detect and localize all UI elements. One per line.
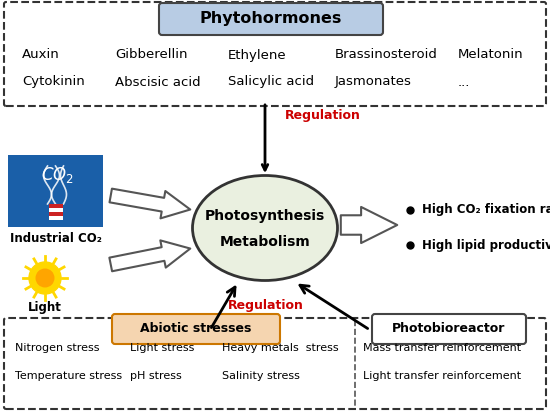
Circle shape (29, 262, 61, 294)
Text: Cytokinin: Cytokinin (22, 76, 85, 88)
Text: Abscisic acid: Abscisic acid (115, 76, 201, 88)
Text: Mass transfer reinforcement: Mass transfer reinforcement (363, 343, 521, 353)
Text: Nitrogen stress: Nitrogen stress (15, 343, 100, 353)
FancyBboxPatch shape (372, 314, 526, 344)
Text: High lipid productivity: High lipid productivity (422, 238, 550, 252)
FancyBboxPatch shape (159, 3, 383, 35)
Text: Melatonin: Melatonin (458, 48, 524, 62)
FancyBboxPatch shape (4, 318, 546, 409)
Text: pH stress: pH stress (130, 371, 182, 381)
Text: Brassinosteroid: Brassinosteroid (335, 48, 438, 62)
FancyBboxPatch shape (48, 204, 63, 208)
Text: Jasmonates: Jasmonates (335, 76, 412, 88)
Text: Light transfer reinforcement: Light transfer reinforcement (363, 371, 521, 381)
Text: Temperature stress: Temperature stress (15, 371, 122, 381)
Text: Light stress: Light stress (130, 343, 194, 353)
FancyBboxPatch shape (48, 208, 63, 212)
FancyBboxPatch shape (112, 314, 280, 344)
Text: Industrial CO₂: Industrial CO₂ (9, 232, 101, 244)
Text: Ethylene: Ethylene (228, 48, 287, 62)
Ellipse shape (192, 176, 338, 280)
Text: Abiotic stresses: Abiotic stresses (140, 323, 252, 335)
Text: Regulation: Regulation (228, 299, 304, 311)
Text: Salicylic acid: Salicylic acid (228, 76, 314, 88)
Text: High CO₂ fixation rate: High CO₂ fixation rate (422, 204, 550, 216)
Text: $CO_2$: $CO_2$ (41, 165, 74, 185)
Text: Gibberellin: Gibberellin (115, 48, 188, 62)
FancyBboxPatch shape (8, 155, 103, 227)
Text: Auxin: Auxin (22, 48, 60, 62)
Text: Photosynthesis: Photosynthesis (205, 209, 325, 223)
Text: Light: Light (28, 301, 62, 315)
Circle shape (36, 269, 54, 287)
FancyBboxPatch shape (48, 216, 63, 220)
Text: Heavy metals  stress: Heavy metals stress (222, 343, 339, 353)
Text: Metabolism: Metabolism (219, 235, 310, 249)
Text: Photobioreactor: Photobioreactor (392, 323, 505, 335)
Text: ...: ... (458, 76, 470, 88)
FancyBboxPatch shape (48, 212, 63, 216)
Text: Phytohormones: Phytohormones (200, 12, 342, 26)
Text: Regulation: Regulation (285, 109, 361, 121)
Text: Salinity stress: Salinity stress (222, 371, 300, 381)
FancyBboxPatch shape (4, 2, 546, 106)
